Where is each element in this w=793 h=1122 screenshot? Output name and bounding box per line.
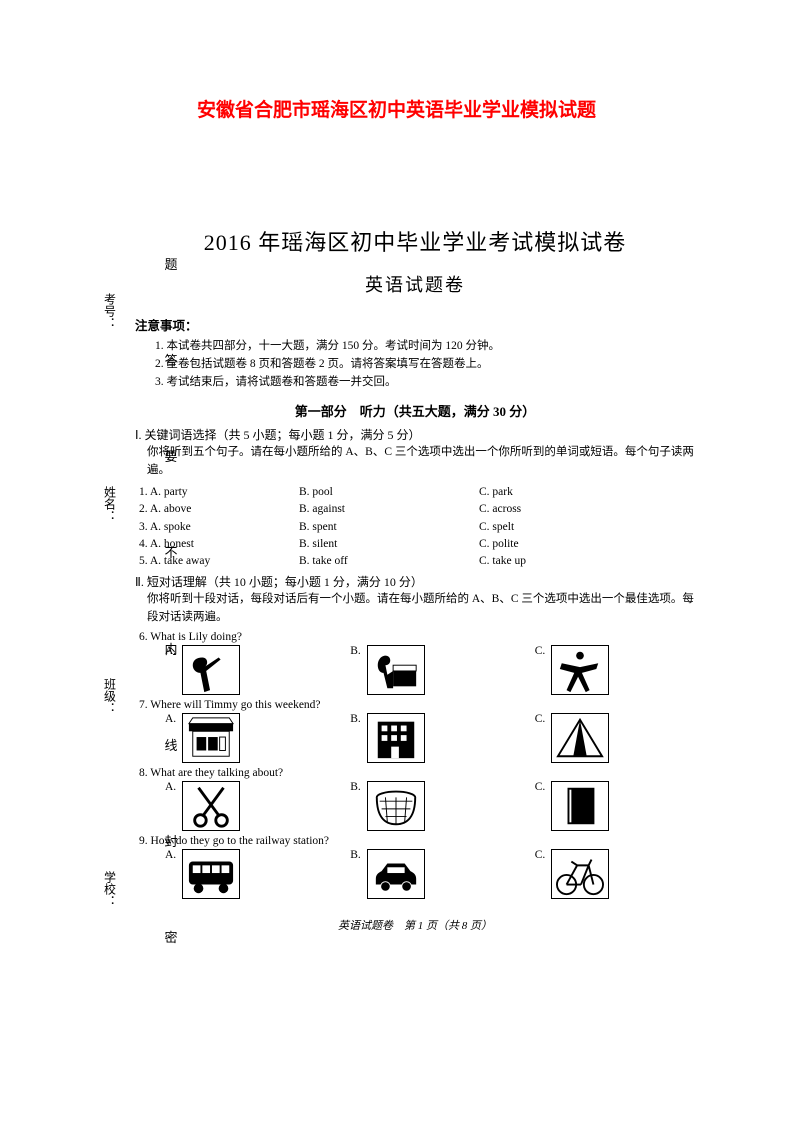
mcq-b: B. pool xyxy=(299,484,479,501)
pic-option: C. xyxy=(535,849,610,899)
mcq-c: C. spelt xyxy=(479,519,619,536)
notes-list: 1. 本试卷共四部分，十一大题，满分 150 分。考试时间为 120 分钟。 2… xyxy=(135,338,695,391)
pic-option: C. xyxy=(535,713,610,763)
picq-text: 8. What are they talking about? xyxy=(135,767,695,779)
scissors-icon xyxy=(182,781,240,831)
pic-row: A. B. C. xyxy=(135,849,695,899)
mcq-b: B. spent xyxy=(299,519,479,536)
mcq-c: C. park xyxy=(479,484,619,501)
opt-label: C. xyxy=(535,781,546,793)
opt-label: B. xyxy=(350,781,361,793)
field-exam-id: 考号： xyxy=(102,293,119,329)
note-item: 2. 全卷包括试题卷 8 页和答题卷 2 页。请将答案填写在答题卷上。 xyxy=(155,356,695,374)
pic-option: B. xyxy=(350,849,425,899)
opt-label: A. xyxy=(165,781,176,793)
opt-label: C. xyxy=(535,645,546,657)
section1-title: Ⅰ. 关键词语选择（共 5 小题；每小题 1 分，满分 5 分） xyxy=(135,426,695,444)
mcq-b: B. against xyxy=(299,501,479,518)
pic-option: B. xyxy=(350,713,425,763)
field-class: 班级： xyxy=(102,678,119,714)
pic-row: A. B. C. xyxy=(135,713,695,763)
exam-title: 2016 年瑶海区初中毕业学业考试模拟试卷 xyxy=(135,225,695,257)
opt-label: A. xyxy=(165,645,176,657)
building-icon xyxy=(367,713,425,763)
pic-option: A. xyxy=(165,713,240,763)
section1-intro: 你将听到五个句子。请在每小题所给的 A、B、C 三个选项中选出一个你所听到的单词… xyxy=(135,444,695,480)
note-item: 3. 考试结束后，请将试题卷和答题卷一并交回。 xyxy=(155,374,695,392)
opt-label: B. xyxy=(350,713,361,725)
note-item: 1. 本试卷共四部分，十一大题，满分 150 分。考试时间为 120 分钟。 xyxy=(155,338,695,356)
pic-option: A. xyxy=(165,645,240,695)
mcq-b: B. take off xyxy=(299,553,479,570)
pic-option: B. xyxy=(350,645,425,695)
book-icon xyxy=(551,781,609,831)
section2-intro: 你将听到十段对话，每段对话后有一个小题。请在每小题所给的 A、B、C 三个选项中… xyxy=(135,591,695,627)
pic-option: B. xyxy=(350,781,425,831)
bus-icon xyxy=(182,849,240,899)
mcq-row: 3. A. spoke B. spent C. spelt xyxy=(135,519,695,536)
pic-option: A. xyxy=(165,849,240,899)
mcq-c: C. across xyxy=(479,501,619,518)
mcq-row: 2. A. above B. against C. across xyxy=(135,501,695,518)
field-school: 学校： xyxy=(102,871,119,907)
part1-heading: 第一部分 听力（共五大题，满分 30 分） xyxy=(135,401,695,420)
shop-building-icon xyxy=(182,713,240,763)
opt-label: C. xyxy=(535,849,546,861)
violin-player-icon xyxy=(182,645,240,695)
mcq-row: 1. A. party B. pool C. park xyxy=(135,484,695,501)
pic-row: A. B. C. xyxy=(135,781,695,831)
basket-icon xyxy=(367,781,425,831)
section2-title: Ⅱ. 短对话理解（共 10 小题；每小题 1 分，满分 10 分） xyxy=(135,573,695,591)
dancer-icon xyxy=(551,645,609,695)
mcq-c: C. take up xyxy=(479,553,619,570)
field-name: 姓名： xyxy=(102,486,119,522)
mcq-a: 3. A. spoke xyxy=(139,519,299,536)
exam-content: 2016 年瑶海区初中毕业学业考试模拟试卷 英语试题卷 注意事项： 1. 本试卷… xyxy=(135,200,695,933)
mcq-a: 1. A. party xyxy=(139,484,299,501)
opt-label: A. xyxy=(165,849,176,861)
tent-icon xyxy=(551,713,609,763)
mcq-a: 4. A. honest xyxy=(139,536,299,553)
mcq-row: 4. A. honest B. silent C. polite xyxy=(135,536,695,553)
car-icon xyxy=(367,849,425,899)
picq-text: 6. What is Lily doing? xyxy=(135,631,695,643)
mcq-a: 2. A. above xyxy=(139,501,299,518)
picq-text: 9. How do they go to the railway station… xyxy=(135,835,695,847)
opt-label: B. xyxy=(350,849,361,861)
notes-heading: 注意事项： xyxy=(135,315,695,334)
pic-row: A. B. C. xyxy=(135,645,695,695)
pic-option: C. xyxy=(535,645,610,695)
opt-label: A. xyxy=(165,713,176,725)
picq-text: 7. Where will Timmy go this weekend? xyxy=(135,699,695,711)
bicycle-icon xyxy=(551,849,609,899)
mcq-c: C. polite xyxy=(479,536,619,553)
mcq-a: 5. A. take away xyxy=(139,553,299,570)
page-title: 安徽省合肥市瑶海区初中英语毕业学业模拟试题 xyxy=(0,0,793,122)
exam-subtitle: 英语试题卷 xyxy=(135,271,695,297)
pic-option: A. xyxy=(165,781,240,831)
binding-labels: 考号： 姓名： 班级： 学校： xyxy=(100,215,120,985)
opt-label: B. xyxy=(350,645,361,657)
mcq-b: B. silent xyxy=(299,536,479,553)
opt-label: C. xyxy=(535,713,546,725)
page-footer: 英语试题卷 第 1 页（共 8 页） xyxy=(135,917,695,933)
pic-option: C. xyxy=(535,781,610,831)
piano-player-icon xyxy=(367,645,425,695)
mcq-row: 5. A. take away B. take off C. take up xyxy=(135,553,695,570)
